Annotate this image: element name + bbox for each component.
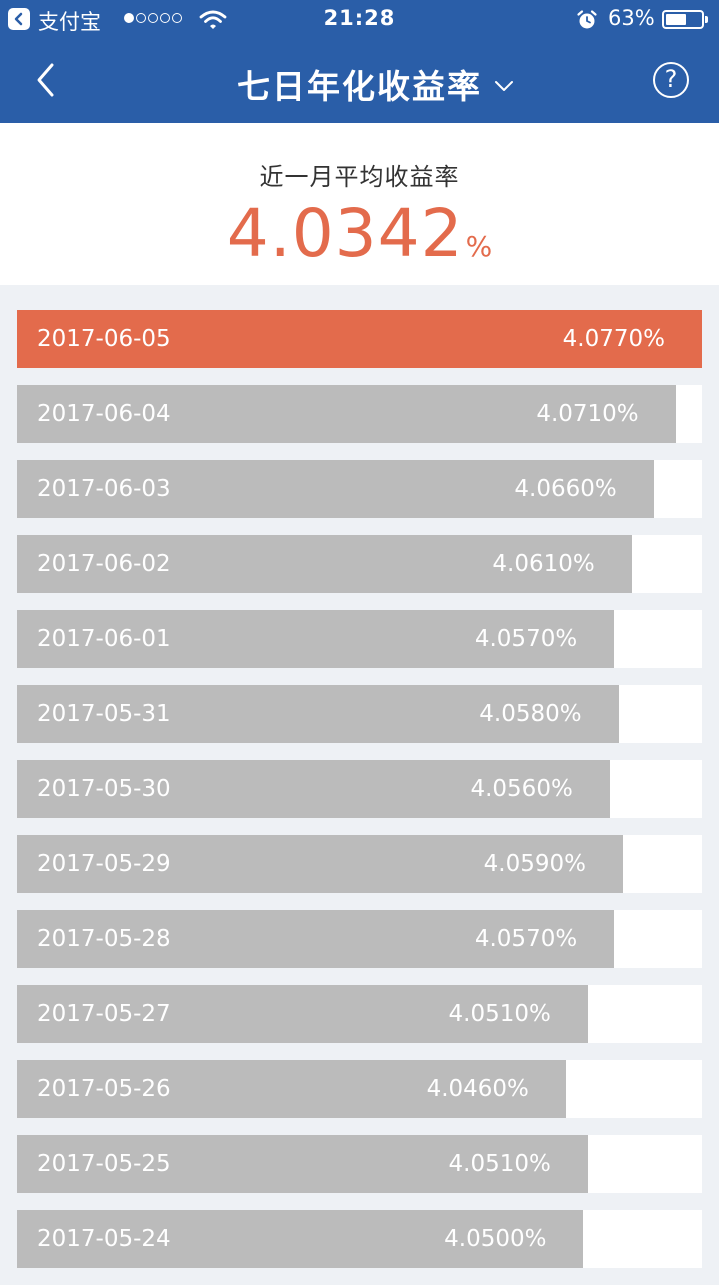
rate-bar [17, 760, 610, 818]
rate-date: 2017-06-04 [37, 401, 171, 427]
rate-value: 4.0610% [492, 551, 595, 577]
back-to-app-icon[interactable] [8, 8, 30, 30]
rate-date: 2017-05-29 [37, 851, 171, 877]
rate-date: 2017-05-31 [37, 701, 171, 727]
rate-value: 4.0510% [448, 1151, 551, 1177]
rate-row[interactable]: 2017-06-05 4.0770% [17, 310, 702, 368]
battery-level-fill [666, 14, 686, 25]
rate-bar [17, 385, 676, 443]
rate-row[interactable]: 2017-06-04 4.0710% [17, 385, 702, 443]
rate-row[interactable]: 2017-05-24 4.0500% [17, 1210, 702, 1268]
rate-row[interactable]: 2017-05-28 4.0570% [17, 910, 702, 968]
nav-bar: 七日年化收益率 ? [0, 40, 719, 123]
summary-label: 近一月平均收益率 [259, 163, 460, 191]
rate-bar [17, 835, 623, 893]
rate-value: 4.0510% [448, 1001, 551, 1027]
summary-value-group: 4.0342% [0, 195, 719, 272]
rate-row[interactable]: 2017-06-01 4.0570% [17, 610, 702, 668]
alarm-icon [577, 10, 597, 29]
rate-bar [17, 610, 615, 668]
page-title: 七日年化收益率 [237, 67, 482, 106]
rate-bar [17, 985, 588, 1043]
rate-row[interactable]: 2017-06-02 4.0610% [17, 535, 702, 593]
status-time: 21:28 [323, 6, 396, 30]
rate-bar [17, 1210, 584, 1268]
back-app-label[interactable]: 支付宝 [38, 10, 101, 34]
status-bar: 支付宝 21:28 63% [0, 0, 719, 40]
battery-percent: 63% [608, 6, 655, 30]
rate-bar [17, 310, 702, 368]
rate-row[interactable]: 2017-05-30 4.0560% [17, 760, 702, 818]
rate-row[interactable]: 2017-05-29 4.0590% [17, 835, 702, 893]
rate-value: 4.0580% [479, 701, 582, 727]
rate-value: 4.0570% [474, 626, 578, 652]
battery-tip [705, 16, 708, 23]
summary-unit: % [465, 230, 493, 263]
rate-date: 2017-06-05 [37, 326, 171, 352]
rate-value: 4.0570% [474, 926, 578, 952]
rate-date: 2017-05-27 [37, 1001, 171, 1027]
rate-row[interactable]: 2017-05-25 4.0510% [17, 1135, 702, 1193]
app-header: 支付宝 21:28 63% 七日年化收益率 [0, 0, 719, 123]
rate-bar [17, 1135, 588, 1193]
rate-date: 2017-05-26 [37, 1076, 171, 1102]
rate-row[interactable]: 2017-05-31 4.0580% [17, 685, 702, 743]
rate-bar [17, 910, 615, 968]
rate-date: 2017-06-02 [37, 551, 171, 577]
rate-bar [17, 1060, 566, 1118]
rate-value: 4.0590% [483, 851, 586, 877]
rate-bar [17, 535, 632, 593]
title-dropdown[interactable]: 七日年化收益率 [237, 60, 514, 108]
help-button[interactable]: ? [653, 62, 689, 98]
rate-list: 2017-06-05 4.0770% 2017-06-04 4.0710% 2017-0… [17, 310, 702, 1285]
rate-date: 2017-05-25 [37, 1151, 171, 1177]
wifi-icon [199, 10, 227, 29]
summary-panel: 近一月平均收益率 4.0342% [0, 123, 719, 285]
rate-bar [17, 460, 654, 518]
rate-value: 4.0560% [470, 776, 573, 802]
chevron-left-icon[interactable] [30, 62, 66, 98]
summary-value: 4.0342 [226, 195, 464, 272]
rate-row[interactable]: 2017-06-03 4.0660% [17, 460, 702, 518]
rate-date: 2017-06-03 [37, 476, 171, 502]
rate-value: 4.0460% [426, 1076, 529, 1102]
rate-date: 2017-06-01 [37, 626, 171, 652]
rate-bar [17, 685, 619, 743]
rate-date: 2017-05-24 [37, 1226, 171, 1252]
signal-strength-icon [124, 13, 182, 23]
rate-date: 2017-05-30 [37, 776, 171, 802]
rate-row[interactable]: 2017-05-27 4.0510% [17, 985, 702, 1043]
rate-value: 4.0770% [562, 326, 665, 352]
rate-date: 2017-05-28 [37, 926, 171, 952]
battery-icon [662, 10, 704, 29]
rate-row[interactable]: 2017-05-26 4.0460% [17, 1060, 702, 1118]
rate-value: 4.0500% [444, 1226, 547, 1252]
rate-value: 4.0660% [514, 476, 617, 502]
chevron-down-icon [495, 81, 513, 91]
rate-value: 4.0710% [536, 401, 639, 427]
